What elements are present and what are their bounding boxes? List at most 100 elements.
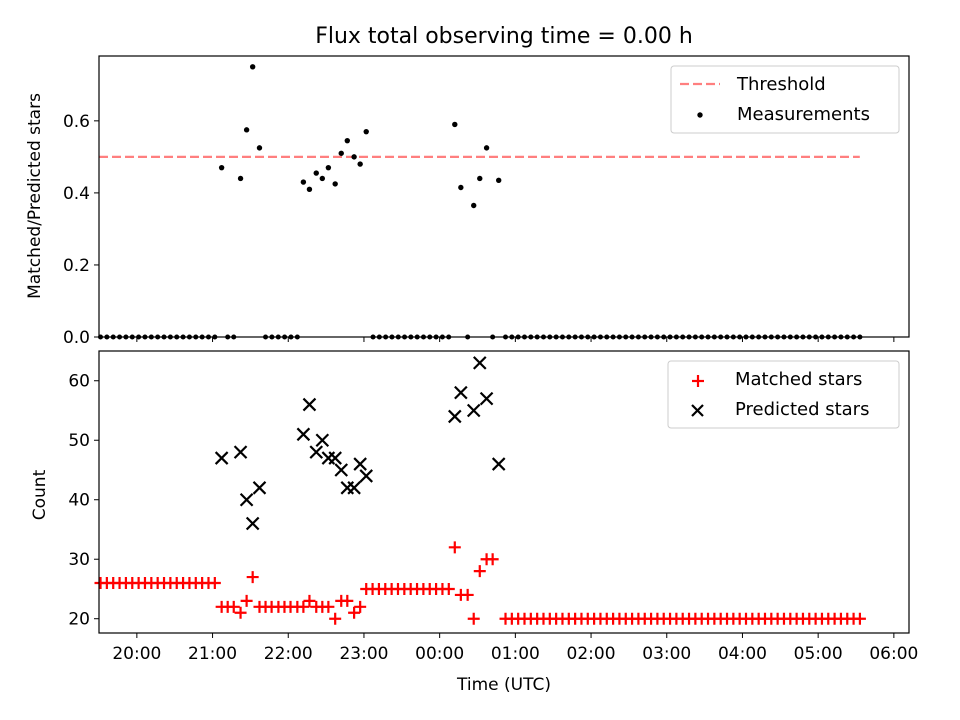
predicted-star-point — [359, 469, 374, 483]
bottom-xtick-label: 05:00 — [794, 644, 843, 664]
matched-legend-label: Matched stars — [735, 369, 862, 390]
measurement-point — [237, 175, 244, 182]
matched-star-point — [461, 588, 474, 601]
bottom-plot-area: 20 30 40 50 60 20:00 21:00 22:00 23:00 00:00 01:00… — [68, 356, 918, 664]
measurement-point — [351, 154, 357, 160]
predicted-star-point — [315, 433, 330, 448]
bottom-ytick-label: 20 — [68, 610, 90, 630]
predicted-star-point — [239, 492, 254, 507]
bottom-xtick-label: 21:00 — [188, 644, 237, 664]
measurement-point — [218, 164, 225, 171]
matched-star-point — [303, 594, 316, 607]
bottom-xtick-label: 04:00 — [718, 644, 767, 664]
predicted-star-point — [353, 457, 367, 471]
measurement-point — [483, 145, 490, 151]
top-legend-box — [670, 65, 900, 134]
matched-star-point — [329, 612, 342, 625]
measurement-point — [243, 127, 250, 133]
predicted-legend-label: Predicted stars — [735, 399, 869, 420]
top-ytick-label: 0.4 — [63, 184, 90, 204]
measurement-point — [319, 175, 326, 182]
matched-star-point — [448, 541, 461, 554]
predicted-star-point — [302, 397, 317, 412]
measurement-point — [471, 202, 477, 209]
matched-legend-swatch — [692, 375, 704, 387]
bottom-xtick-label: 00:00 — [415, 644, 464, 664]
predicted-star-point — [347, 481, 361, 495]
top-ytick-label: 0.6 — [63, 112, 90, 132]
matched-star-point — [246, 571, 259, 584]
bottom-xtick-label: 02:00 — [567, 644, 616, 664]
bottom-ytick-label: 50 — [68, 431, 90, 451]
measurement-point — [313, 170, 319, 176]
predicted-star-point — [479, 391, 494, 406]
top-chart-ylabel: Matched/Predicted stars — [25, 93, 45, 299]
predicted-star-point — [448, 409, 462, 424]
measurement-point — [338, 150, 344, 156]
matched-star-point — [341, 594, 354, 607]
measurement-point — [300, 179, 307, 185]
bottom-xtick-label: 22:00 — [264, 644, 313, 664]
top-chart-title: Flux total observing time = 0.00 h — [315, 24, 693, 49]
measurement-point — [452, 121, 458, 128]
measurement-point — [357, 161, 363, 167]
measurements-legend-swatch — [697, 112, 703, 118]
matched-star-point — [853, 612, 866, 625]
matched-star-point — [348, 606, 361, 619]
bottom-xtick-label: 20:00 — [112, 644, 161, 664]
top-plot-frame — [98, 55, 910, 338]
matched-star-point — [467, 612, 480, 625]
predicted-star-point — [491, 457, 506, 471]
bottom-ytick-label: 40 — [68, 491, 90, 511]
measurement-point — [256, 145, 263, 151]
measurement-point — [344, 137, 350, 144]
bottom-legend-box — [667, 360, 900, 429]
predicted-star-point — [454, 385, 468, 400]
predicted-star-point — [309, 445, 324, 459]
predicted-legend-swatch — [691, 404, 704, 417]
matched-star-point — [227, 600, 240, 613]
matched-star-point — [486, 553, 499, 566]
bottom-xtick-label: 23:00 — [339, 644, 388, 664]
bottom-xtick-label: 06:00 — [869, 644, 918, 664]
matched-star-point — [297, 600, 310, 613]
predicted-star-point — [472, 356, 487, 370]
matched-star-point — [473, 565, 486, 578]
bottom-chart-xlabel: Time (UTC) — [456, 675, 551, 695]
matched-star-point — [322, 600, 335, 613]
predicted-star-point — [214, 451, 229, 465]
bottom-xtick-label: 01:00 — [491, 644, 540, 664]
bottom-chart-ylabel: Count — [30, 469, 50, 520]
predicted-star-point — [334, 463, 349, 477]
measurements-legend-label: Measurements — [737, 104, 870, 125]
matched-star-point — [234, 606, 247, 619]
predicted-star-point — [328, 451, 342, 465]
predicted-star-point — [245, 516, 260, 531]
measurement-point — [363, 128, 369, 135]
matched-star-point — [208, 577, 221, 590]
threshold-legend-label: Threshold — [736, 74, 826, 95]
bottom-ytick-label: 60 — [68, 372, 90, 392]
measurement-point — [332, 181, 338, 187]
measurement-point — [306, 186, 313, 192]
top-ytick-label: 0.0 — [63, 328, 90, 348]
predicted-star-point — [296, 427, 311, 442]
bottom-legend: Matched stars Predicted stars — [667, 360, 900, 429]
matched-star-point — [240, 594, 253, 607]
measurement-point — [325, 164, 332, 171]
predicted-star-point — [233, 445, 248, 459]
bottom-plot-frame — [98, 350, 910, 634]
top-ytick-label: 0.2 — [63, 256, 90, 276]
predicted-star-point — [252, 481, 267, 495]
predicted-star-point — [466, 403, 481, 418]
bottom-xtick-label: 03:00 — [642, 644, 691, 664]
top-legend: Threshold Measurements — [670, 65, 900, 134]
measurement-point — [477, 175, 483, 182]
measurement-point — [458, 184, 464, 191]
measurement-point — [496, 177, 502, 183]
bottom-ytick-label: 30 — [68, 550, 90, 570]
matched-star-point — [442, 582, 455, 595]
measurement-point — [249, 64, 256, 70]
matched-star-point — [354, 600, 367, 613]
